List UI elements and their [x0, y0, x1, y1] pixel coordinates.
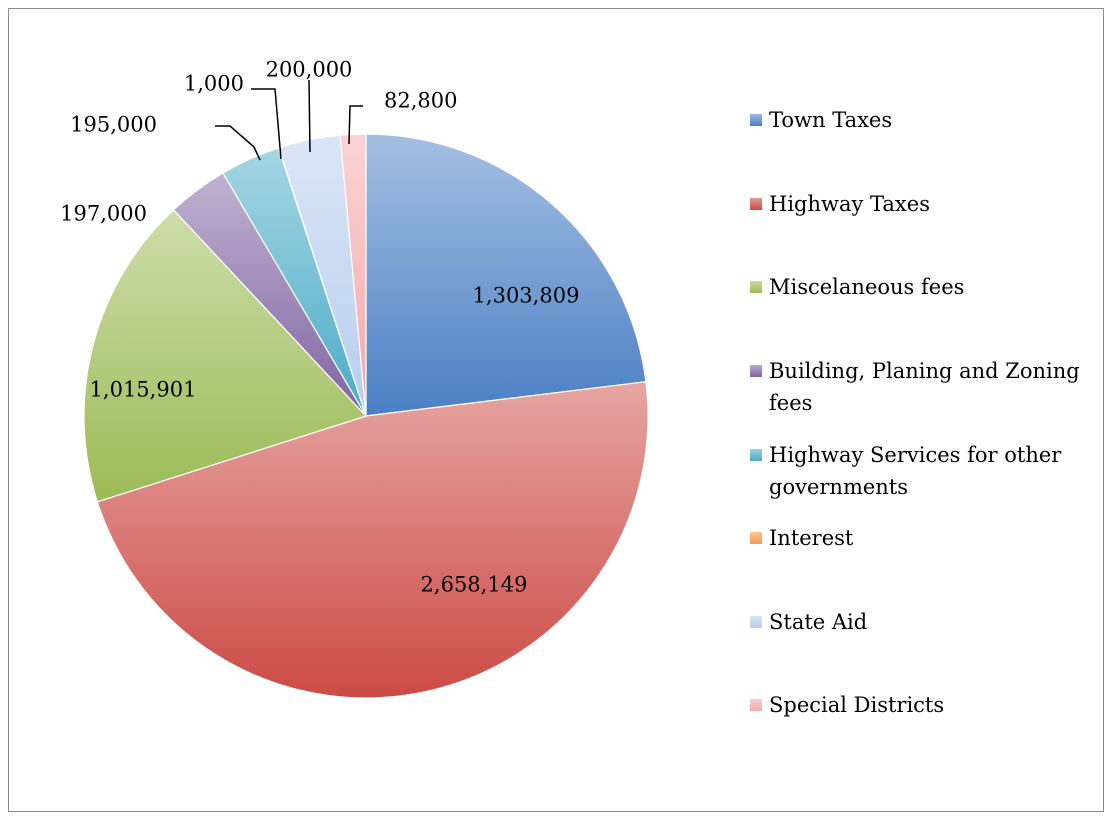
legend-label: Highway Taxes	[769, 192, 930, 216]
leader-line-special-districts	[348, 105, 363, 145]
legend-swatch	[750, 281, 762, 293]
data-label-interest: 1,000	[184, 72, 244, 96]
pie-slice-highway-taxes	[96, 381, 649, 699]
legend-item-building-planing-zoning-fees: Building, Planing and Zoning fees	[750, 355, 1104, 419]
legend-swatch	[750, 449, 762, 461]
leader-line-interest	[251, 88, 282, 160]
legend-label: Highway Services for other governments	[769, 443, 1062, 499]
legend-label: Miscelaneous fees	[769, 275, 965, 299]
data-label-highway-services-for-other-governments: 195,000	[70, 113, 157, 137]
pie-slice-miscelaneous-fees	[83, 209, 368, 503]
legend-swatch	[750, 198, 762, 210]
data-label-highway-taxes: 2,658,149	[421, 573, 528, 597]
legend-swatch	[750, 616, 762, 628]
legend-item-highway-services: Highway Services for other governments	[750, 439, 1104, 503]
legend-item-town-taxes: Town Taxes	[750, 104, 1104, 136]
legend-item-highway-taxes: Highway Taxes	[750, 188, 1104, 220]
legend-label: State Aid	[769, 610, 868, 634]
data-label-state-aid: 200,000	[266, 58, 353, 82]
pie-slice-town-taxes	[365, 133, 647, 417]
legend-label: Interest	[769, 526, 854, 550]
pie-slice-special-districts	[339, 133, 367, 417]
legend-item-special-districts: Special Districts	[750, 689, 1104, 721]
legend-item-state-aid: State Aid	[750, 606, 1104, 638]
legend-item-miscelaneous-fees: Miscelaneous fees	[750, 271, 1104, 303]
data-label-town-taxes: 1,303,809	[473, 284, 580, 308]
leader-line-state-aid	[308, 79, 311, 153]
legend-swatch	[750, 114, 762, 126]
leader-line-highway-services-for-other-governments	[215, 125, 261, 161]
legend-label: Building, Planing and Zoning fees	[769, 359, 1080, 415]
legend-swatch	[750, 699, 762, 711]
legend-item-interest: Interest	[750, 522, 1104, 554]
data-label-building-planing-and-zoning-fees: 197,000	[60, 202, 147, 226]
legend-swatch	[750, 365, 762, 377]
data-label-miscelaneous-fees: 1,015,901	[90, 378, 197, 402]
chart-area: 1,303,809 2,658,149 1,015,901 197,000 195,00…	[8, 8, 1104, 812]
pie-chart: 1,303,809 2,658,149 1,015,901 197,000 195,00…	[60, 58, 649, 699]
legend-swatch	[750, 532, 762, 544]
legend-label: Special Districts	[769, 693, 945, 717]
legend-label: Town Taxes	[769, 108, 893, 132]
data-label-special-districts: 82,800	[384, 89, 457, 113]
